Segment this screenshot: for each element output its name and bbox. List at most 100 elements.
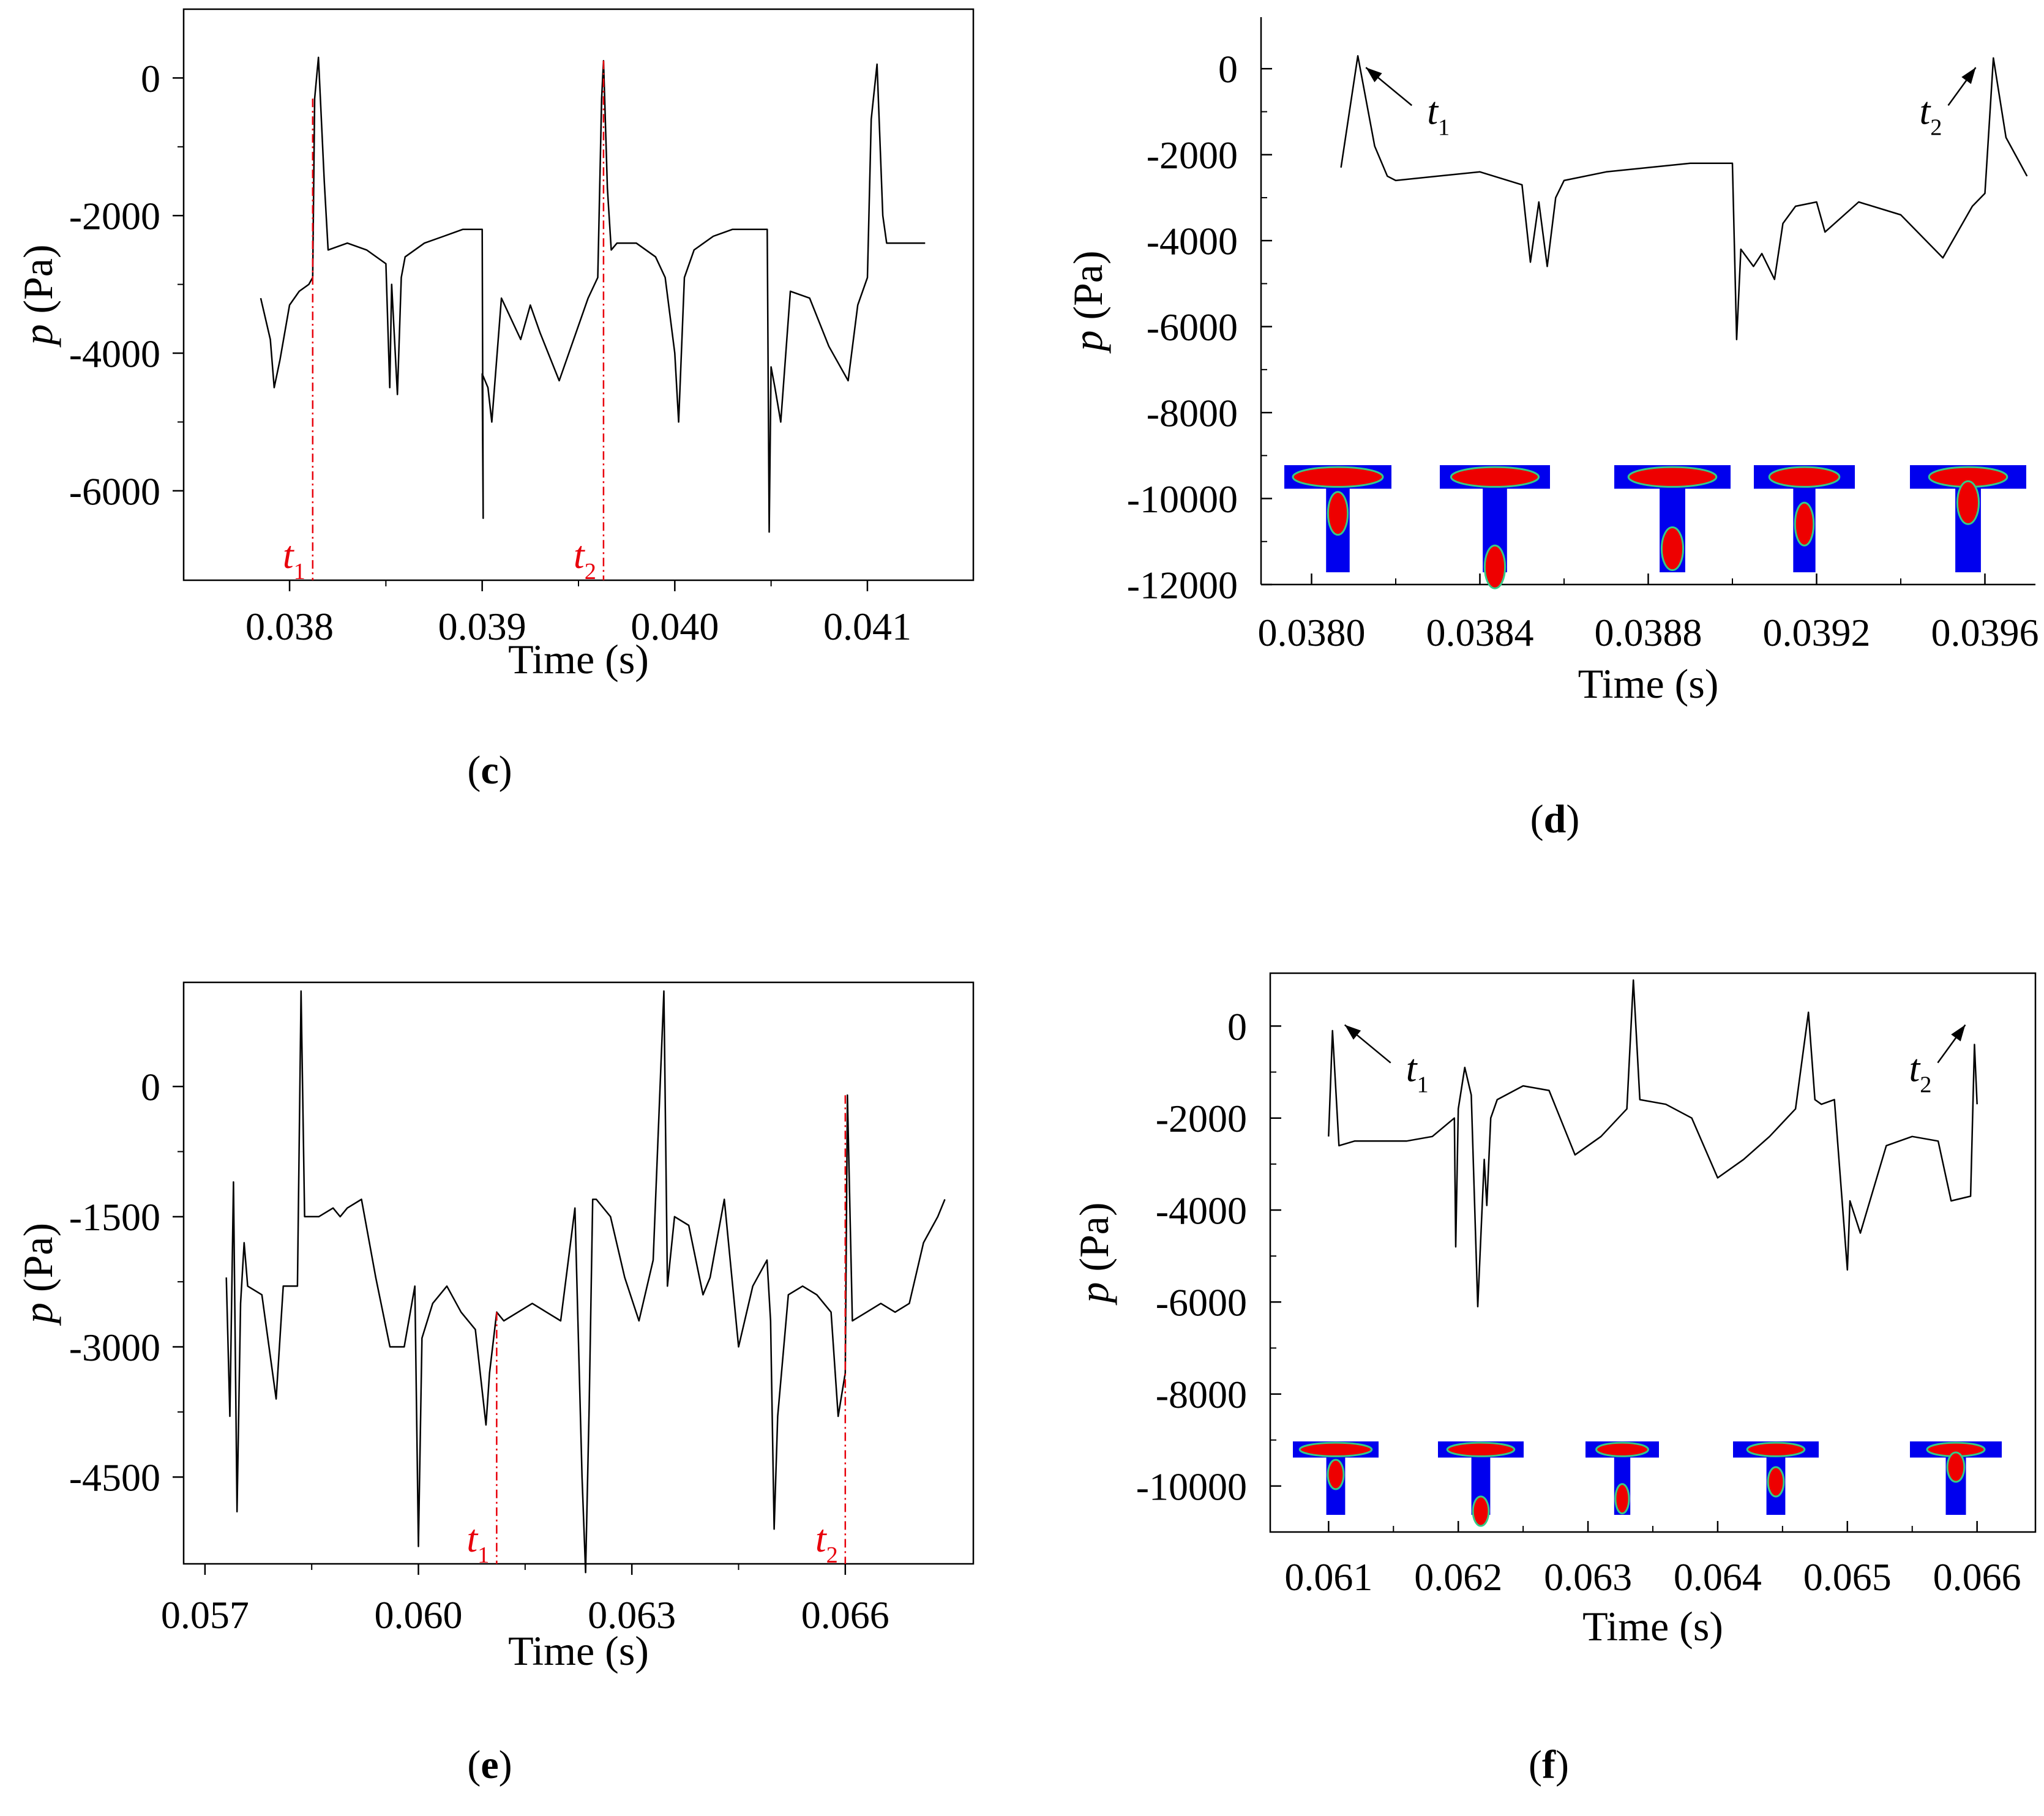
y-axis-label-symbol: p	[1071, 1282, 1117, 1306]
snapshot-slug	[1767, 1466, 1785, 1498]
series-line-pressure	[1340, 54, 2028, 340]
annotation-arrowhead-t2	[1951, 1025, 1966, 1042]
snapshot-slug	[1660, 526, 1685, 571]
flow-snapshot	[1910, 465, 2026, 572]
y-tick-label: -6000	[1156, 1281, 1247, 1325]
y-tick-label: -4000	[1147, 220, 1238, 263]
y-tick-label: -12000	[1127, 563, 1238, 607]
y-tick-label: 0	[141, 1066, 160, 1109]
y-tick-label: -4500	[69, 1456, 160, 1500]
x-tick-label: 0.041	[823, 605, 912, 648]
plot-frame	[182, 8, 975, 581]
x-tick-label: 0.063	[1544, 1555, 1632, 1599]
panel-caption: (f)	[1529, 1743, 1569, 1787]
flow-snapshot	[1910, 1441, 2002, 1515]
snapshot-slug	[1327, 1459, 1345, 1490]
x-tick-label: 0.0380	[1258, 611, 1366, 654]
marker-label-t2: t2	[815, 1517, 838, 1568]
flow-snapshot	[1293, 1441, 1379, 1515]
snapshot-droplet	[1746, 1441, 1806, 1457]
annotation-arrowhead-t1	[1344, 1025, 1361, 1040]
snapshot-droplet	[1595, 1441, 1649, 1457]
snapshot-droplet	[1768, 466, 1841, 488]
x-tick-label: 0.062	[1414, 1555, 1502, 1599]
snapshot-slug	[1956, 480, 1980, 525]
x-tick-label: 0.065	[1803, 1555, 1892, 1599]
snapshot-slug	[1614, 1483, 1630, 1515]
y-tick-label: 0	[141, 57, 160, 100]
x-tick-label: 0.066	[801, 1593, 889, 1637]
x-tick-label: 0.063	[588, 1593, 676, 1637]
y-axis-label-unit: (Pa)	[1065, 250, 1111, 330]
annotation-label-t1: t1	[1427, 89, 1450, 140]
snapshot-slug	[1472, 1495, 1490, 1527]
annotation-arrowhead-t1	[1366, 67, 1382, 83]
snapshot-slug	[1483, 544, 1507, 589]
flow-snapshot	[1733, 1441, 1819, 1515]
panel-caption: (d)	[1530, 797, 1580, 842]
snapshot-droplet	[1446, 1441, 1516, 1457]
y-axis-label-unit: (Pa)	[15, 244, 61, 324]
y-axis-label-unit: (Pa)	[15, 1223, 61, 1302]
snapshot-droplet	[1292, 466, 1384, 488]
y-tick-label: -2000	[1156, 1097, 1247, 1140]
flow-snapshot	[1284, 465, 1391, 572]
flow-snapshot	[1585, 1441, 1659, 1515]
x-tick-label: 0.0392	[1763, 611, 1871, 654]
x-tick-label: 0.039	[438, 605, 526, 648]
annotation-arrowhead-t2	[1961, 67, 1976, 84]
marker-label-t2: t2	[574, 533, 596, 585]
marker-label-t1: t1	[466, 1517, 489, 1568]
y-tick-label: -4000	[1156, 1189, 1247, 1232]
series-line-pressure	[1328, 979, 1978, 1308]
series-line-pressure	[225, 990, 946, 1574]
flow-snapshot	[1440, 465, 1550, 589]
x-tick-label: 0.057	[161, 1593, 249, 1637]
flow-snapshot	[1614, 465, 1731, 572]
x-tick-label: 0.038	[245, 605, 334, 648]
annotation-label-t2: t2	[1920, 89, 1942, 140]
y-tick-label: -4000	[69, 332, 160, 375]
x-tick-label: 0.0388	[1595, 611, 1702, 654]
y-axis-label: p (Pa)	[15, 1223, 61, 1326]
snapshot-droplet	[1450, 466, 1540, 488]
x-tick-label: 0.0396	[1931, 611, 2039, 654]
y-tick-label: 0	[1227, 1005, 1247, 1048]
y-axis-label: p (Pa)	[1065, 250, 1111, 353]
flow-snapshot	[1754, 465, 1855, 572]
y-axis-label: p (Pa)	[15, 244, 61, 347]
x-tick-label: 0.064	[1674, 1555, 1762, 1599]
x-tick-label: 0.060	[375, 1593, 463, 1637]
y-tick-label: -3000	[69, 1326, 160, 1369]
marker-label-t1: t1	[283, 533, 305, 585]
snapshot-slug	[1794, 501, 1815, 547]
y-tick-label: -2000	[69, 195, 160, 238]
y-tick-label: -10000	[1136, 1465, 1247, 1508]
panel-e: 0.057 0.060 0.063 0.066 0 -1500 -3000 -4500 Time…	[15, 981, 975, 1787]
y-tick-label: -8000	[1147, 391, 1238, 435]
y-axis-label-symbol: p	[1065, 331, 1111, 354]
panel-caption: (c)	[467, 748, 512, 793]
y-tick-label: 0	[1218, 48, 1238, 91]
panel-f: 0.061 0.062 0.063 0.064 0.065 0.066 0 -2000 -400…	[1071, 972, 2037, 1787]
x-axis-label: Time (s)	[508, 1627, 649, 1674]
y-tick-label: -2000	[1147, 133, 1238, 177]
y-axis-label-unit: (Pa)	[1071, 1202, 1117, 1282]
x-tick-label: 0.0384	[1426, 611, 1534, 654]
snapshot-slug	[1327, 491, 1349, 536]
panel-c: 0.038 0.039 0.040 0.041 0 -2000 -4000 -6000 Time…	[15, 8, 975, 793]
y-axis-label: p (Pa)	[1071, 1202, 1117, 1305]
snapshot-slug	[1946, 1451, 1966, 1483]
y-tick-label: -10000	[1127, 477, 1238, 521]
snapshot-droplet	[1627, 466, 1718, 488]
y-axis-label-symbol: p	[15, 1302, 61, 1326]
x-axis-label: Time (s)	[508, 636, 649, 682]
plot-frame	[182, 981, 975, 1565]
y-tick-label: -1500	[69, 1195, 160, 1239]
panel-caption: (e)	[467, 1743, 512, 1787]
y-tick-label: -8000	[1156, 1373, 1247, 1416]
x-axis-label: Time (s)	[1582, 1603, 1723, 1650]
y-tick-label: -6000	[69, 469, 160, 513]
x-tick-label: 0.040	[631, 605, 719, 648]
